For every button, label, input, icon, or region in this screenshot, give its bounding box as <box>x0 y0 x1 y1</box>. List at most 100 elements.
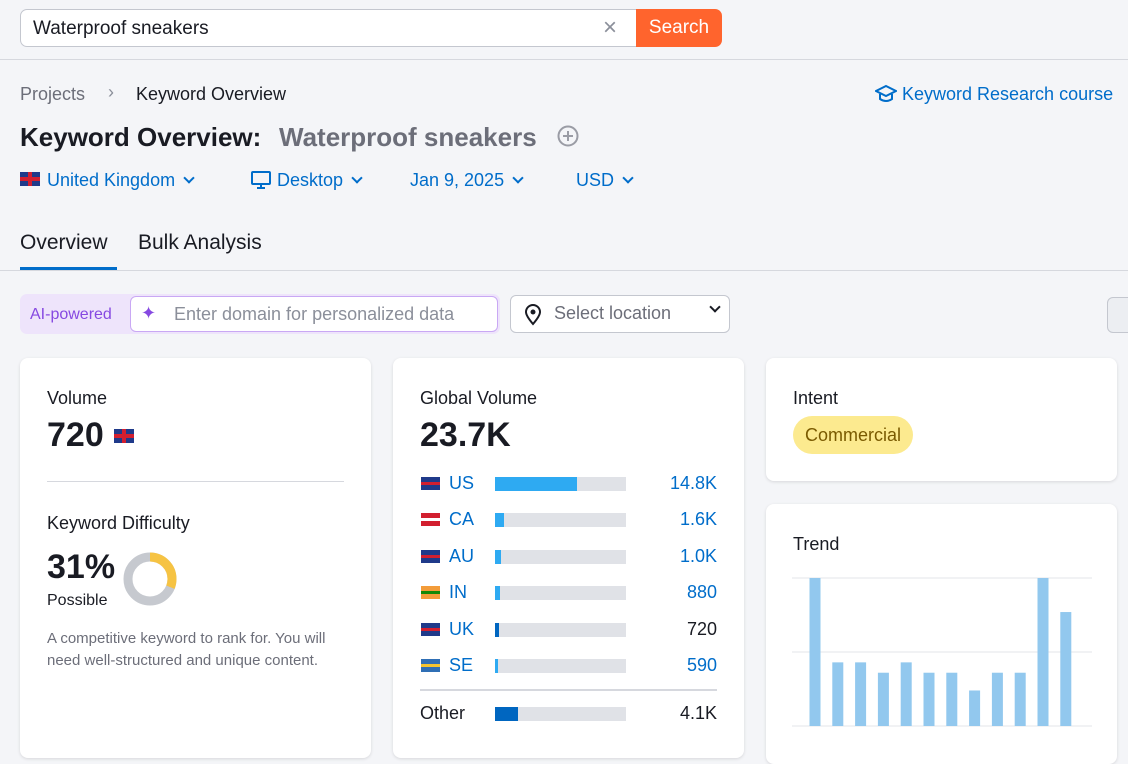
page-title: Keyword Overview: <box>20 122 262 152</box>
trend-bar <box>923 672 935 726</box>
country-code: Other <box>420 703 466 723</box>
volume-card: Volume 720 Keyword Difficulty 31% Possib… <box>20 358 371 758</box>
search-query: Waterproof sneakers <box>33 18 209 39</box>
tab-active[interactable]: Overview <box>20 231 108 254</box>
trend-bar <box>969 690 981 726</box>
trend-chart <box>792 577 1092 727</box>
ai-box: AI-powered ✦ Enter domain for personaliz… <box>20 294 500 334</box>
flag <box>421 586 440 600</box>
intent-badge: Commercial <box>793 416 914 454</box>
flag <box>421 622 440 636</box>
filter-text: Desktop <box>277 170 344 190</box>
flag <box>421 477 440 490</box>
filter-database[interactable]: United Kingdom <box>47 170 195 191</box>
course-icon <box>875 84 897 102</box>
keyword: Waterproof sneakers <box>279 122 537 152</box>
country-code: CA <box>449 509 475 530</box>
clear-icon[interactable]: × <box>603 14 618 41</box>
global-volume-card: Global Volume 23.7K US 14.8K CA 1.6K AU 1.0K I… <box>393 358 744 758</box>
search-input[interactable]: Waterproof sneakers × <box>20 9 640 47</box>
trend-label: Trend <box>793 534 840 554</box>
domain-placeholder: Enter domain for personalized data <box>174 304 455 324</box>
global-volume-value: 23.7K <box>420 416 511 454</box>
flag <box>421 513 440 527</box>
trend-bar <box>946 672 958 726</box>
flag <box>421 659 440 672</box>
volume-bar <box>495 477 577 491</box>
domain-input[interactable]: ✦ Enter domain for personalized data <box>130 296 498 332</box>
intent-label: Intent <box>793 388 839 408</box>
trend-bar <box>877 672 889 726</box>
country-volume: 1.6K <box>679 509 717 530</box>
trend-bar <box>855 662 867 726</box>
breadcrumb-current: Keyword Overview <box>136 84 287 104</box>
flag <box>421 549 440 563</box>
country-code: UK <box>449 618 475 639</box>
bar-track <box>495 659 626 673</box>
kd-value: 31% <box>47 548 116 586</box>
search-button[interactable]: Search <box>636 9 722 47</box>
global-volume-label: Global Volume <box>420 388 538 408</box>
filter-text: Jan 9, 2025 <box>410 170 505 190</box>
country-code: IN <box>449 582 467 603</box>
flag-stripe <box>421 591 440 595</box>
tab[interactable]: Bulk Analysis <box>138 231 262 254</box>
trend-bar <box>1060 612 1072 726</box>
breadcrumb-link[interactable]: Projects <box>20 84 86 104</box>
country-volume: 1.0K <box>679 545 717 566</box>
sparkle-icon: ✦ <box>141 303 157 323</box>
filter-date[interactable]: Jan 9, 2025 <box>410 170 524 191</box>
page: Waterproof sneakers × Search Projects › … <box>0 9 1128 764</box>
country-volume: 4.1K <box>679 703 717 723</box>
side-button[interactable] <box>1107 297 1128 333</box>
trend-bar <box>1014 672 1026 726</box>
volume-bar <box>495 549 501 564</box>
flag-stripe <box>421 554 440 558</box>
filter-device[interactable]: Desktop <box>277 170 363 191</box>
kd-rating: Possible <box>47 592 108 609</box>
country-code: US <box>449 473 475 493</box>
bar-track <box>495 586 626 601</box>
filter-currency[interactable]: USD <box>576 170 634 191</box>
trend-card: Trend <box>766 504 1117 764</box>
course-link[interactable]: Keyword Research course <box>902 84 1114 104</box>
bar-track <box>495 513 626 528</box>
bar-track <box>495 707 626 721</box>
volume-label: Volume <box>47 388 108 408</box>
pin-icon <box>524 304 542 326</box>
uk-flag <box>20 172 40 186</box>
country-volume: 720 <box>686 618 717 639</box>
add-icon[interactable] <box>557 125 581 149</box>
trend-bar <box>900 662 912 726</box>
kd-donut <box>123 552 177 606</box>
country-volume: 880 <box>686 582 717 603</box>
country-code: AU <box>449 545 475 566</box>
flag-stripe <box>421 627 440 631</box>
divider <box>47 481 344 482</box>
divider <box>0 270 1128 271</box>
trend-bar <box>1037 578 1049 726</box>
bar-track <box>495 622 626 637</box>
location-select[interactable]: Select location <box>510 295 730 333</box>
volume-bar <box>495 659 499 673</box>
bar-track <box>495 477 626 491</box>
trend-bar <box>832 662 844 726</box>
country-volume: 14.8K <box>669 473 717 493</box>
trend-bar <box>991 672 1003 726</box>
divider <box>420 689 717 691</box>
volume-bar <box>495 513 504 528</box>
uk-flag <box>114 429 134 443</box>
intent-card: Intent Commercial <box>766 358 1117 481</box>
country-code: SE <box>449 655 474 675</box>
volume-bar <box>495 707 518 721</box>
location-placeholder: Select location <box>554 303 672 323</box>
country-volume: 590 <box>686 655 717 675</box>
volume-bar <box>495 586 500 601</box>
volume-value: 720 <box>47 416 104 454</box>
donut-arc <box>123 552 177 606</box>
flag-stripe <box>421 482 440 485</box>
breadcrumb-sep: › <box>108 82 114 102</box>
kd-label: Keyword Difficulty <box>47 513 190 533</box>
filter-text: United Kingdom <box>47 170 176 190</box>
kd-description: A competitive keyword to rank for. You w… <box>47 630 326 669</box>
